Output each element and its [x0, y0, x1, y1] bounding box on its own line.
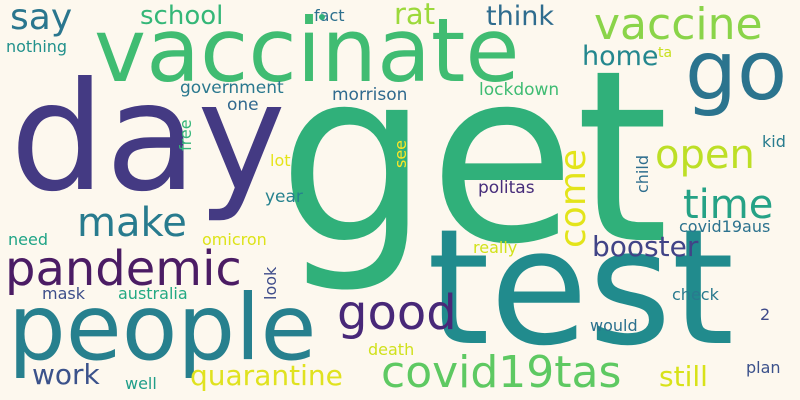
word-need: need: [8, 230, 48, 249]
word-politas: politas: [478, 178, 535, 198]
word-look: look: [261, 266, 280, 300]
word-morrison: morrison: [332, 85, 408, 105]
word-make: make: [77, 200, 187, 246]
word-omicron: omicron: [202, 230, 267, 249]
word-australia: australia: [118, 284, 188, 303]
word-people: people: [8, 276, 317, 381]
word-school: school: [140, 1, 224, 31]
word-come: come: [553, 148, 594, 248]
word-government: government: [180, 78, 284, 98]
word-still: still: [659, 360, 708, 393]
word-work: work: [32, 358, 100, 391]
word-year: year: [265, 187, 303, 207]
word-vaccinate: vaccinate: [94, 0, 520, 102]
word-pandemic: pandemic: [5, 241, 242, 297]
word-booster: booster: [592, 230, 699, 263]
word-time: time: [683, 182, 774, 228]
word-free: free: [176, 119, 195, 151]
word-one: one: [227, 95, 259, 115]
word-plan: plan: [746, 358, 781, 377]
word-child: child: [633, 155, 652, 193]
word-really: really: [473, 238, 518, 257]
word-well: well: [125, 374, 157, 393]
word-test: test: [427, 194, 735, 381]
word-home: home: [582, 41, 659, 72]
word-vaccine: vaccine: [594, 0, 763, 50]
word-death: death: [368, 340, 415, 359]
word-covid19tas: covid19tas: [381, 347, 622, 398]
word-kid: kid: [762, 132, 786, 151]
word-lot: lot: [270, 151, 291, 170]
word-lockdown: lockdown: [479, 80, 560, 100]
word-covid19aus: covid19aus: [679, 217, 771, 236]
word-think: think: [486, 1, 554, 32]
word-go: go: [685, 24, 788, 119]
word-check: check: [672, 285, 719, 304]
word-mask: mask: [42, 284, 85, 303]
word-see: see: [391, 139, 410, 168]
word-say: say: [10, 0, 73, 38]
word-2: 2: [760, 305, 771, 324]
word-nothing: nothing: [6, 37, 68, 56]
word-ta: ta: [658, 45, 673, 61]
word-would: would: [590, 316, 638, 335]
word-good: good: [337, 285, 457, 341]
word-day: day: [10, 51, 286, 225]
word-open: open: [655, 132, 755, 178]
word-rat: rat: [394, 0, 436, 31]
word-get: get: [278, 20, 669, 297]
bullet-dot: [319, 14, 325, 20]
word-quarantine: quarantine: [190, 359, 343, 392]
